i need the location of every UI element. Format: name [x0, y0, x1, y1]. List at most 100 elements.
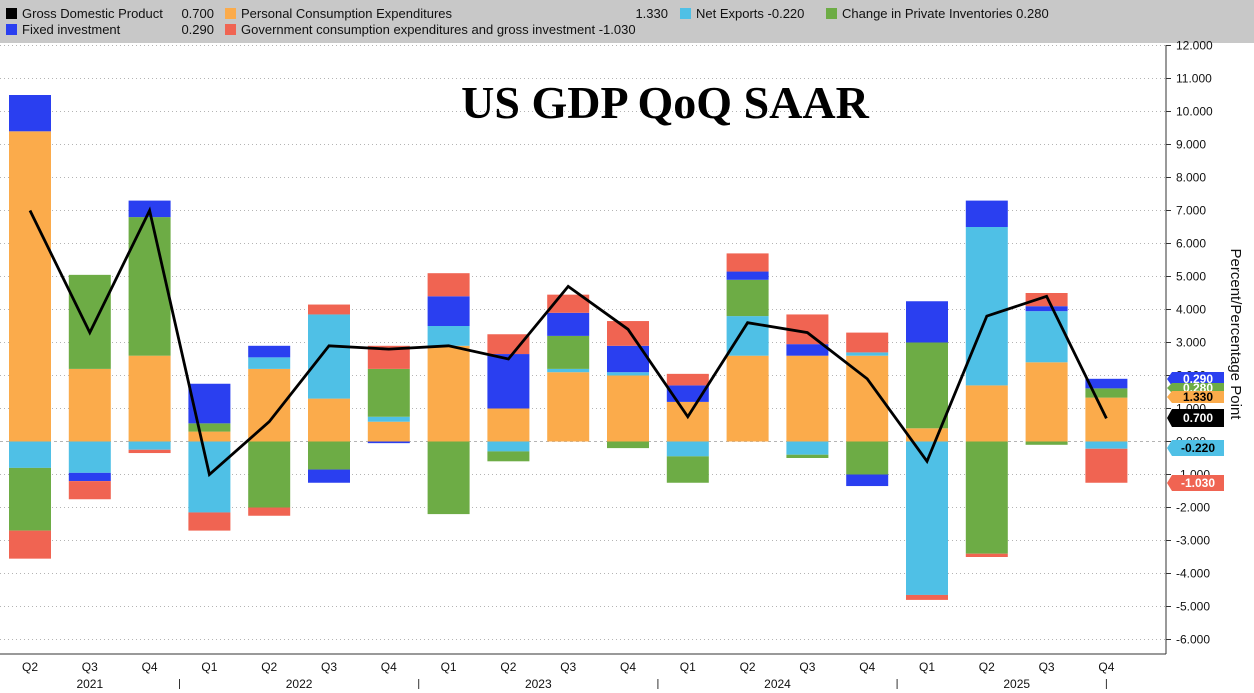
y-tick-label: 5.000	[1176, 270, 1206, 284]
bar-segment	[427, 345, 470, 442]
x-tick-label: Q1	[201, 660, 217, 674]
bar-segment	[308, 398, 350, 442]
bar-segment	[607, 372, 649, 376]
bar-segment	[547, 372, 590, 442]
legend-entry-label: Change in Private Inventories 0.280	[842, 6, 1049, 21]
y-tick-label: 10.000	[1176, 105, 1213, 119]
x-tick-label: Q3	[82, 660, 98, 674]
x-tick-label: Q4	[620, 660, 636, 674]
bar-segment	[786, 454, 829, 458]
bar-segment	[965, 200, 1008, 227]
x-tick-label: Q1	[680, 660, 696, 674]
chart-title: US GDP QoQ SAAR	[461, 77, 869, 128]
x-tick-label: Q3	[1039, 660, 1055, 674]
bar-segment	[188, 423, 231, 432]
bar-segment	[487, 408, 530, 442]
value-badge	[1167, 383, 1224, 393]
value-badge	[1167, 409, 1224, 427]
bar-segment	[547, 335, 590, 369]
y-tick-label: 4.000	[1176, 303, 1206, 317]
legend-entry-label: Government consumption expenditures and …	[241, 22, 636, 37]
bar-segment	[965, 441, 1008, 554]
bar-segment	[547, 368, 590, 373]
y-tick-label: 6.000	[1176, 237, 1206, 251]
x-tick-label: Q4	[142, 660, 158, 674]
bar-segment	[1025, 362, 1068, 442]
y-tick-label: -6.000	[1176, 633, 1210, 647]
bar-segment	[846, 332, 889, 353]
bar-segment	[188, 431, 231, 442]
legend: Gross Domestic Product 0.700 Personal Cons…	[0, 0, 1254, 43]
bar-segment	[128, 355, 171, 442]
bar-segment	[427, 326, 470, 346]
bar-segment	[487, 441, 530, 452]
bar-segment	[906, 594, 948, 600]
y-tick-label: -4.000	[1176, 567, 1210, 581]
bar-segment	[248, 441, 291, 508]
bar-segment	[666, 373, 709, 386]
bar-segment	[9, 131, 51, 442]
bar-segment	[188, 441, 231, 513]
bar-segment	[68, 368, 111, 442]
bar-segment	[666, 456, 709, 483]
bar-segment	[9, 95, 51, 132]
bar-segment	[666, 441, 709, 457]
legend-entry-label: Net Exports -0.220	[696, 6, 804, 21]
y-tick-label: 8.000	[1176, 171, 1206, 185]
bar-segment	[427, 441, 470, 515]
bar-segment	[846, 474, 889, 487]
x-tick-label: Q2	[500, 660, 516, 674]
bar-segment	[726, 271, 769, 280]
x-tick-label: Q2	[261, 660, 277, 674]
x-tick-label: Q2	[740, 660, 756, 674]
bar-segment	[248, 507, 291, 516]
bar-segment	[427, 273, 470, 297]
y-axis-label: Percent/Percentage Point	[1227, 249, 1244, 421]
legend-entry-label: Gross Domestic Product	[22, 6, 163, 21]
value-badge-label: 0.700	[1183, 411, 1213, 425]
bar-segment	[68, 472, 111, 482]
bar-segment	[965, 227, 1008, 386]
x-tick-label: Q1	[919, 660, 935, 674]
year-label: 2024	[764, 677, 791, 691]
bar-segment	[965, 553, 1008, 557]
x-tick-label: Q4	[859, 660, 875, 674]
value-badge-label: -0.220	[1181, 441, 1215, 455]
y-tick-label: 3.000	[1176, 336, 1206, 350]
x-axis: Q2 Q3 Q4 Q1 Q2 Q3 Q4 Q1 Q2 Q3 Q4 Q1 Q2 Q3 Q4 Q1 Q2 Q3 Q4 20…	[0, 653, 1166, 691]
bar-segment	[846, 441, 889, 475]
legend-swatch	[680, 8, 691, 19]
bar-segment	[786, 355, 829, 442]
bar-segment	[248, 357, 291, 369]
bar-segment	[9, 441, 51, 468]
x-tick-label: Q4	[381, 660, 397, 674]
bar-segment	[726, 279, 769, 317]
bar-segment	[786, 344, 829, 356]
bar-segment	[906, 441, 948, 595]
bar-segment	[367, 421, 410, 442]
y-tick-label: -5.000	[1176, 600, 1210, 614]
x-tick-label: Q2	[22, 660, 38, 674]
y-tick-label: 12.000	[1176, 39, 1213, 53]
x-tick-label: Q3	[799, 660, 815, 674]
bar-segment	[666, 401, 709, 442]
bar-segment	[607, 321, 649, 346]
year-label: 2025	[1003, 677, 1030, 691]
bar-segment	[68, 274, 111, 369]
bar-segment	[68, 441, 111, 473]
year-label: 2021	[76, 677, 103, 691]
bar-segment	[68, 481, 111, 500]
bar-segment	[308, 304, 350, 315]
legend-swatch	[826, 8, 837, 19]
value-badge	[1167, 475, 1224, 491]
value-badge	[1167, 440, 1224, 456]
value-badge-label: 1.330	[1183, 390, 1213, 404]
bar-segment	[1085, 378, 1128, 389]
legend-background	[0, 0, 1254, 43]
bar-segment	[128, 449, 171, 454]
bar-segment	[9, 467, 51, 531]
x-tick-label: Q3	[321, 660, 337, 674]
bar-segment	[726, 355, 769, 442]
bar-segment	[427, 296, 470, 326]
